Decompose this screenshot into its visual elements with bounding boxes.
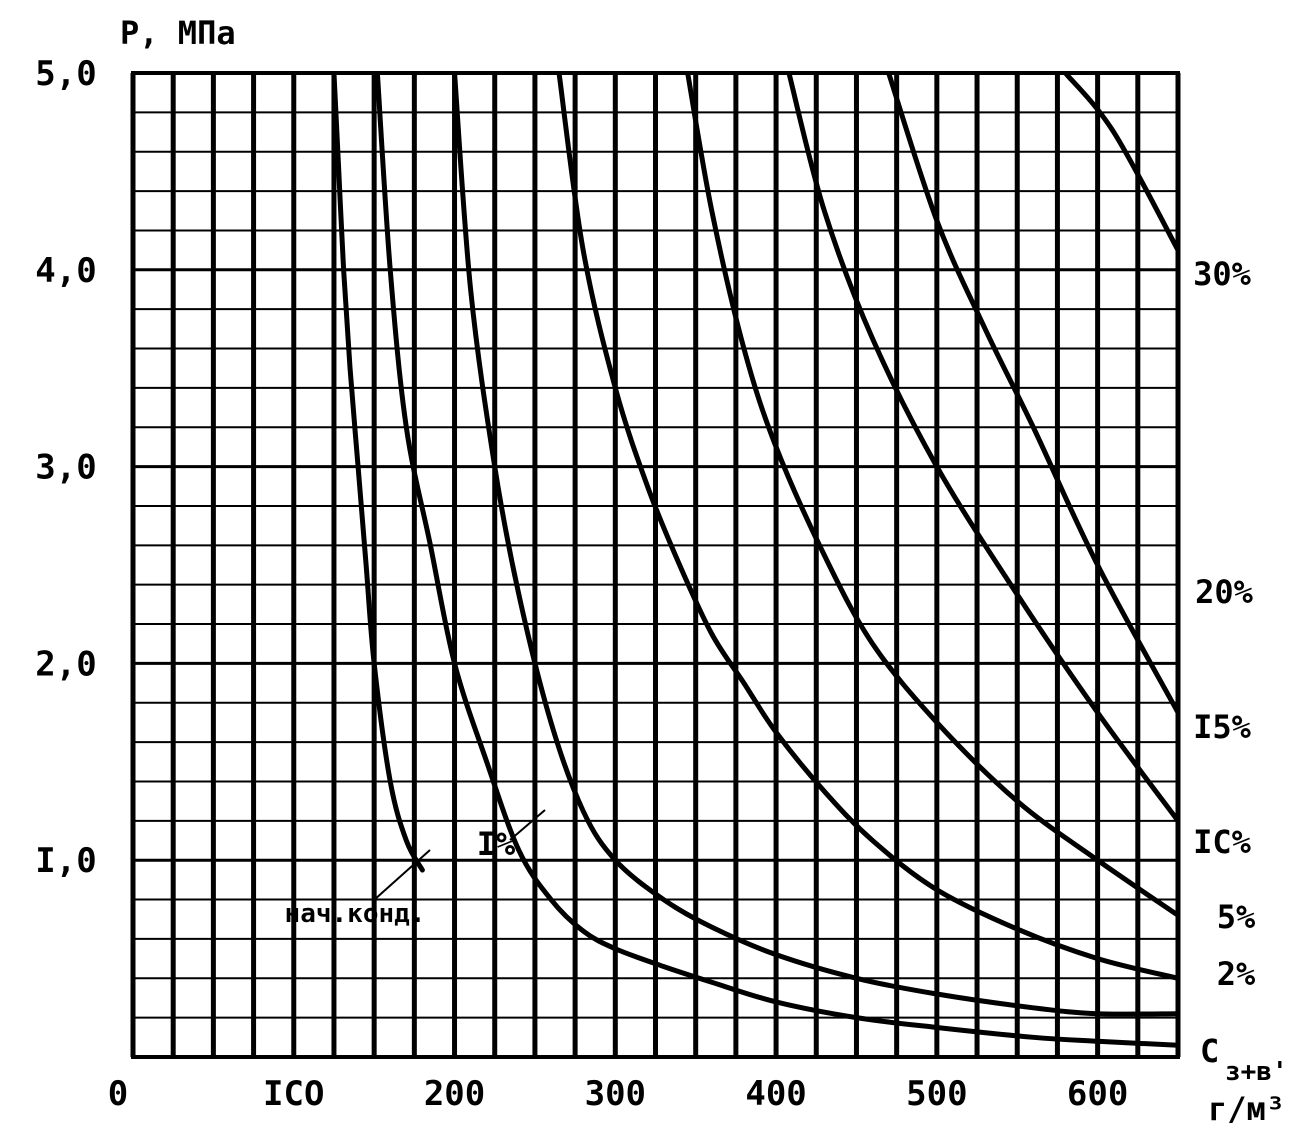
curve-нач.конд. <box>331 73 425 873</box>
curve-labels: 30% 20% I5% IC% 5% 2% I% нач.конд. <box>285 255 1256 993</box>
leader-line <box>373 849 431 901</box>
curve-label: 30% <box>1193 255 1252 293</box>
y-tick-label: 2,0 <box>35 644 96 684</box>
x-tick-label: 300 <box>585 1074 646 1114</box>
x-tick-label: ICO <box>263 1074 324 1114</box>
x-tick-label: 200 <box>424 1074 485 1114</box>
curve-label: 2% <box>1217 955 1256 993</box>
plot-frame <box>131 71 1180 1059</box>
curve-label: I5% <box>1193 708 1252 746</box>
curve-C з+в' <box>374 73 1178 1048</box>
leader-line <box>509 809 546 841</box>
x-axis-title-subscript: з+в' <box>1225 1057 1288 1087</box>
curve-IC% <box>786 73 1178 824</box>
axis-titles: P, МПа C з+в' г/м³ <box>120 14 1288 1128</box>
x-tick-label: 500 <box>906 1074 967 1114</box>
x-tick-label: 400 <box>745 1074 806 1114</box>
curve-label: I% <box>477 825 516 863</box>
curve-label: нач.конд. <box>285 899 426 929</box>
curve-label: 5% <box>1217 898 1256 936</box>
y-tick-label: I,0 <box>35 841 96 881</box>
y-tick-label: 3,0 <box>35 448 96 488</box>
curve-I5% <box>886 73 1178 716</box>
x-tick-label: 600 <box>1067 1074 1128 1114</box>
x-axis-title-symbol: C <box>1200 1032 1219 1070</box>
x-axis-title-unit: г/м³ <box>1208 1090 1285 1128</box>
curve-label: IC% <box>1193 823 1252 861</box>
curve-I% <box>556 73 1178 981</box>
y-tick-label: 4,0 <box>35 251 96 291</box>
curve-5% <box>685 73 1178 918</box>
x-tick-label: 0 <box>108 1074 128 1114</box>
y-tick-label: 5,0 <box>35 54 96 94</box>
curve-label: 20% <box>1195 573 1254 611</box>
curve-20% <box>1062 73 1178 253</box>
curves <box>331 73 1178 1048</box>
curve-2% <box>452 73 1178 1017</box>
y-axis-title: P, МПа <box>120 14 236 52</box>
tick-labels: 0 ICO 200 300 400 500 600 I,0 2,0 3,0 4,0 5,0 <box>35 54 1128 1114</box>
